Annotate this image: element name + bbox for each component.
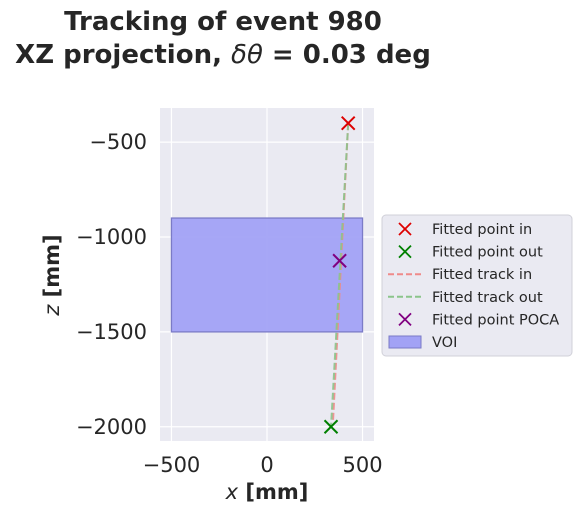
legend-marker xyxy=(398,222,412,236)
y-tick-label: −2000 xyxy=(76,415,147,439)
title-prefix: XZ projection, xyxy=(15,40,231,70)
y-axis-unit: [mm] xyxy=(40,234,64,304)
y-axis-label: z [mm] xyxy=(40,234,64,316)
title-symbol: δθ xyxy=(231,40,263,70)
x-axis-unit: [mm] xyxy=(238,480,308,504)
legend-box xyxy=(381,214,573,357)
legend-marker xyxy=(398,244,412,259)
legend-label: Fitted point in xyxy=(432,222,532,238)
legend-label: Fitted point out xyxy=(432,245,543,261)
title-suffix: = 0.03 deg xyxy=(263,40,431,70)
x-tick-label: 500 xyxy=(342,453,382,477)
legend: Fitted point in Fitted point out Fitted tr… xyxy=(381,214,573,357)
legend-marker xyxy=(398,312,412,327)
fitted-point-out-marker xyxy=(323,419,339,434)
legend-item: Fitted point POCA xyxy=(398,312,559,328)
fitted-track-out-line xyxy=(330,123,350,427)
x-axis-var: x xyxy=(225,480,239,504)
legend-item: Fitted track out xyxy=(388,290,543,306)
x-tick-label: −500 xyxy=(143,453,201,477)
chart-title-line1: Tracking of event 980 xyxy=(64,7,382,37)
chart-title-line2: XZ projection, δθ = 0.03 deg xyxy=(15,40,431,70)
y-axis-var: z xyxy=(40,304,64,317)
voi-rect xyxy=(170,217,364,333)
y-tick-label: −500 xyxy=(89,130,147,154)
legend-patch xyxy=(388,335,422,349)
legend-item: Fitted point out xyxy=(398,244,543,261)
tick-labels: −500 0 500 −500 −1000 −1500 −2000 xyxy=(76,130,383,477)
legend-item: Fitted point in xyxy=(398,222,532,238)
y-tick-label: −1000 xyxy=(76,225,147,249)
plot-marks xyxy=(170,115,364,434)
legend-item: VOI xyxy=(388,335,457,351)
x-tick-label: 0 xyxy=(260,453,273,477)
legend-label: Fitted track out xyxy=(432,290,543,306)
fitted-point-in-marker xyxy=(340,115,356,131)
legend-label: Fitted track in xyxy=(432,267,532,283)
legend-label: VOI xyxy=(432,335,457,351)
legend-item: Fitted track in xyxy=(388,267,532,283)
y-tick-label: −1500 xyxy=(76,320,147,344)
fitted-point-poca-marker xyxy=(332,253,347,268)
legend-label: Fitted point POCA xyxy=(432,312,559,328)
x-axis-label: x [mm] xyxy=(225,480,309,504)
